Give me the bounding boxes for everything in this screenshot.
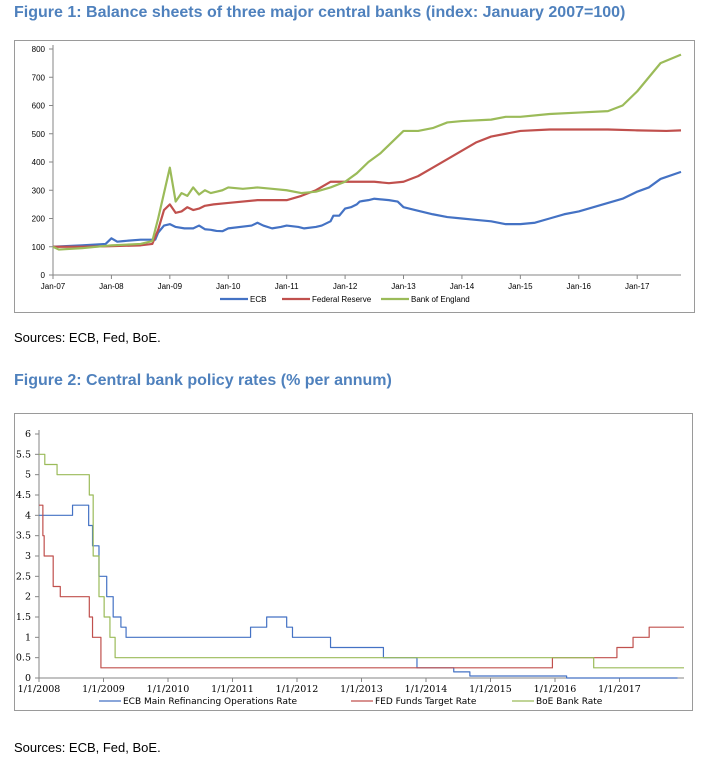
figure-1-sources: Sources: ECB, Fed, BoE. (14, 330, 161, 345)
figure-2-svg: 0 0.5 1 1.5 2 2.5 3 3.5 4 4.5 5 5.5 6 1/1/2008 1/1/200… (16, 429, 684, 707)
y-tick-label: 200 (32, 215, 46, 224)
y-tick-label: 5 (25, 470, 31, 481)
y-tick-label: 0 (25, 673, 31, 684)
y-tick-label: 0 (41, 271, 46, 280)
x-tick-label: Jan-16 (567, 282, 592, 291)
y-tick-label: 0.5 (16, 653, 31, 664)
x-tick-label: 1/1/2013 (340, 684, 383, 695)
figure-2-title: Figure 2: Central bank policy rates (% p… (14, 372, 392, 389)
y-tick-label: 1.5 (16, 612, 31, 623)
series-line-ecb-main-refinancing-operations-rate (39, 504, 678, 679)
x-tick-label: 1/1/2015 (469, 684, 512, 695)
y-tick-label: 100 (32, 243, 46, 252)
series-line-boe-bank-rate (39, 453, 684, 669)
y-tick-label: 5.5 (16, 449, 31, 460)
x-tick-label: 1/1/2008 (18, 684, 61, 695)
x-tick-label: Jan-11 (275, 282, 299, 291)
figure-1-chart: 0 100 200 300 400 500 600 700 800 Jan-07 Jan-08 Jan… (14, 40, 695, 313)
x-tick-label: 1/1/2011 (211, 684, 254, 695)
x-tick-label: Jan-08 (99, 282, 124, 291)
x-tick-label: Jan-12 (333, 282, 358, 291)
x-tick-label: Jan-09 (158, 282, 183, 291)
series-line-fed-funds-target-rate (39, 504, 684, 669)
figure-1-svg: 0 100 200 300 400 500 600 700 800 Jan-07 Jan-08 Jan… (32, 45, 682, 304)
figure-2-sources: Sources: ECB, Fed, BoE. (14, 740, 161, 755)
y-tick-label: 4 (25, 510, 31, 521)
x-tick-label: 1/1/2017 (598, 684, 641, 695)
y-tick-label: 800 (32, 45, 46, 54)
x-tick-label: 1/1/2010 (147, 684, 190, 695)
y-tick-label: 6 (25, 429, 31, 440)
x-tick-label: Jan-10 (216, 282, 241, 291)
figure-1-title: Figure 1: Balance sheets of three major … (14, 4, 626, 21)
y-tick-label: 400 (32, 158, 46, 167)
x-tick-label: Jan-15 (508, 282, 533, 291)
y-tick-label: 3.5 (16, 531, 31, 542)
series-line-bank-of-england (52, 53, 682, 251)
x-tick-label: 1/1/2014 (405, 684, 448, 695)
legend-label: FED Funds Target Rate (375, 697, 477, 707)
x-tick-label: 1/1/2016 (534, 684, 577, 695)
legend-label: ECB (250, 295, 266, 304)
y-tick-label: 600 (32, 102, 46, 111)
series-line-federal-reserve (53, 128, 682, 248)
x-tick-label: 1/1/2012 (276, 684, 319, 695)
x-tick-label: Jan-13 (391, 282, 416, 291)
y-tick-label: 2 (25, 592, 31, 603)
y-tick-label: 700 (32, 73, 46, 82)
x-tick-label: Jan-17 (625, 282, 650, 291)
y-tick-label: 500 (32, 130, 46, 139)
legend-label: Federal Reserve (312, 295, 372, 304)
y-tick-label: 300 (32, 186, 46, 195)
figure-2-chart: 0 0.5 1 1.5 2 2.5 3 3.5 4 4.5 5 5.5 6 1/1/2008 1/1/200… (14, 413, 693, 711)
x-tick-label: Jan-07 (41, 282, 66, 291)
legend-label: ECB Main Refinancing Operations Rate (123, 697, 297, 707)
x-tick-label: 1/1/2009 (82, 684, 125, 695)
series-line-ecb (52, 170, 682, 248)
y-tick-label: 4.5 (16, 490, 31, 501)
y-tick-label: 3 (25, 551, 31, 562)
y-tick-label: 2.5 (16, 571, 31, 582)
legend-label: Bank of England (411, 295, 470, 304)
y-tick-label: 1 (25, 632, 31, 643)
x-tick-label: Jan-14 (450, 282, 475, 291)
legend-label: BoE Bank Rate (536, 697, 603, 707)
